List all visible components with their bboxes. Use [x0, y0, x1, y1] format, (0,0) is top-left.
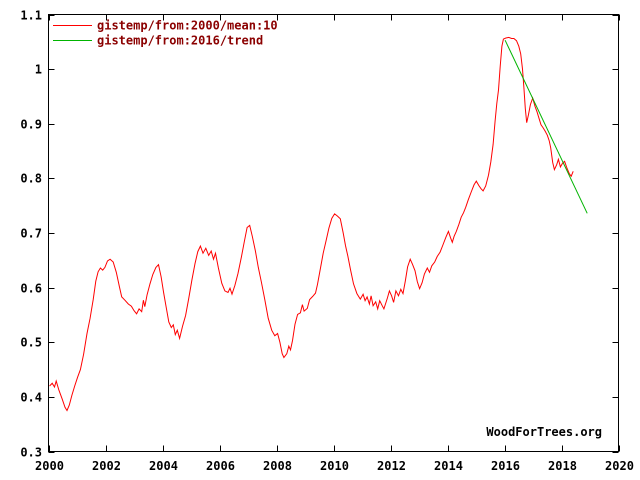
- watermark: WoodForTrees.org: [486, 425, 602, 439]
- y-tick-label: 1.1: [20, 9, 42, 23]
- y-tick-label: 0.4: [20, 391, 42, 405]
- y-tick-label: 0.5: [20, 336, 42, 350]
- axis-tick-labels: 2000 2002 2004 2006 2008 2010 2012 2014 2016 2018…: [20, 9, 634, 474]
- x-tick-label: 2018: [548, 459, 577, 473]
- x-tick-label: 2006: [206, 459, 235, 473]
- x-tick-label: 2012: [377, 459, 406, 473]
- y-tick-label: 1: [35, 63, 42, 77]
- legend-label-gistemp-mean: gistemp/from:2000/mean:10: [97, 19, 278, 33]
- x-tick-label: 2000: [35, 459, 64, 473]
- data-series: [49, 36, 588, 412]
- axis-ticks: [48, 14, 620, 453]
- x-tick-label: 2016: [491, 459, 520, 473]
- y-tick-label: 0.8: [20, 172, 42, 186]
- legend-label-gistemp-trend: gistemp/from:2016/trend: [97, 34, 263, 48]
- series-line-1: [504, 39, 588, 214]
- x-tick-label: 2020: [605, 459, 634, 473]
- x-tick-label: 2008: [263, 459, 292, 473]
- x-tick-label: 2004: [149, 459, 178, 473]
- y-tick-label: 0.9: [20, 118, 42, 132]
- x-tick-label: 2014: [434, 459, 463, 473]
- x-tick-label: 2002: [92, 459, 121, 473]
- plot-frame: [48, 14, 619, 452]
- series-line-0: [49, 36, 574, 412]
- legend: gistemp/from:2000/mean:10 gistemp/from:2…: [53, 19, 278, 48]
- y-tick-label: 0.3: [20, 446, 42, 460]
- x-tick-label: 2010: [320, 459, 349, 473]
- y-tick-label: 0.7: [20, 227, 42, 241]
- y-tick-label: 0.6: [20, 282, 42, 296]
